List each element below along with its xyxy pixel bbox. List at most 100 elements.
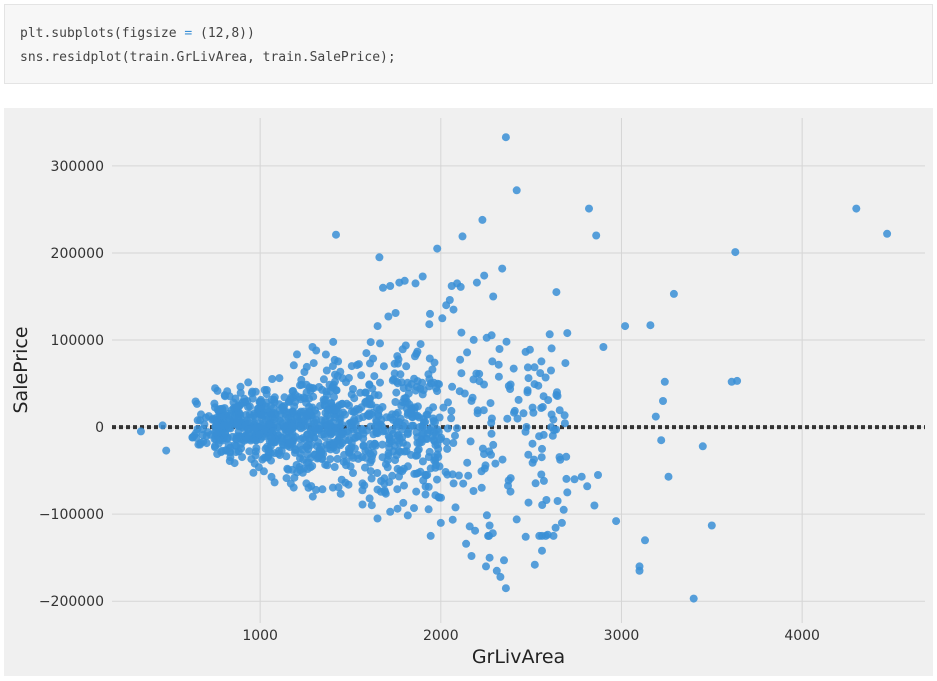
data-point bbox=[594, 471, 602, 479]
data-point bbox=[357, 371, 366, 380]
data-point bbox=[432, 384, 441, 393]
data-point bbox=[415, 438, 424, 447]
data-point bbox=[852, 204, 861, 213]
data-point bbox=[342, 461, 350, 470]
data-point bbox=[480, 271, 489, 280]
data-point bbox=[330, 463, 339, 471]
code-line-2: sns.residplot(train.GrLivArea, train.Sal… bbox=[20, 50, 396, 65]
data-point bbox=[293, 350, 301, 359]
data-point bbox=[245, 402, 254, 411]
data-point bbox=[560, 419, 569, 428]
data-point bbox=[365, 400, 374, 409]
data-point bbox=[266, 409, 275, 417]
data-point bbox=[302, 479, 311, 488]
data-point bbox=[350, 417, 359, 426]
data-point bbox=[275, 406, 284, 415]
data-point bbox=[303, 430, 312, 439]
data-point bbox=[355, 405, 363, 414]
data-point bbox=[336, 489, 345, 498]
data-point bbox=[733, 376, 742, 385]
data-point bbox=[362, 349, 371, 358]
x-tick-label: 4000 bbox=[784, 628, 820, 644]
data-point bbox=[344, 374, 353, 382]
data-point bbox=[221, 429, 230, 438]
y-tick-label: −100000 bbox=[39, 507, 104, 523]
data-point bbox=[416, 340, 425, 349]
data-point bbox=[563, 488, 572, 497]
data-point bbox=[612, 517, 621, 526]
data-point bbox=[311, 424, 320, 433]
data-point bbox=[377, 487, 385, 496]
data-point bbox=[365, 409, 374, 418]
data-point bbox=[366, 338, 375, 347]
data-point bbox=[258, 455, 267, 464]
data-point bbox=[331, 427, 340, 435]
data-point bbox=[424, 505, 433, 514]
data-point bbox=[370, 372, 379, 381]
data-point bbox=[337, 420, 346, 429]
data-point bbox=[415, 413, 424, 422]
data-point bbox=[469, 487, 478, 495]
data-point bbox=[399, 421, 408, 430]
data-point bbox=[215, 405, 224, 414]
data-point bbox=[252, 444, 261, 453]
data-point bbox=[400, 481, 408, 490]
data-point bbox=[488, 529, 497, 538]
data-point bbox=[592, 231, 601, 240]
data-point bbox=[512, 186, 521, 195]
data-point bbox=[480, 450, 488, 459]
data-point bbox=[255, 430, 264, 439]
data-point bbox=[463, 458, 472, 467]
data-point bbox=[378, 440, 387, 449]
data-point bbox=[537, 453, 546, 462]
data-point bbox=[561, 359, 570, 368]
data-point bbox=[326, 455, 335, 464]
data-point bbox=[224, 441, 233, 449]
data-point bbox=[312, 485, 320, 494]
data-point bbox=[539, 476, 548, 485]
code-cell[interactable]: plt.subplots(figsize = (12,8)) sns.resid… bbox=[4, 4, 933, 84]
data-point bbox=[373, 469, 382, 477]
data-point bbox=[376, 378, 384, 387]
data-point bbox=[464, 471, 473, 480]
data-point bbox=[244, 378, 253, 387]
data-point bbox=[430, 456, 439, 465]
data-point bbox=[275, 374, 284, 383]
data-point bbox=[347, 438, 356, 447]
data-point bbox=[391, 398, 400, 406]
data-point bbox=[337, 475, 346, 484]
data-point bbox=[388, 471, 397, 480]
data-point bbox=[233, 421, 242, 430]
data-point bbox=[489, 292, 498, 301]
data-point bbox=[494, 360, 503, 369]
data-point bbox=[344, 428, 353, 437]
data-point bbox=[519, 409, 528, 418]
data-point bbox=[394, 430, 403, 439]
data-point bbox=[411, 279, 420, 288]
data-point bbox=[358, 479, 367, 488]
data-point bbox=[315, 447, 324, 456]
data-point bbox=[482, 562, 490, 571]
data-point bbox=[659, 397, 667, 405]
axis-ticks: 1000 2000 3000 4000 300000 200000 100000 0 −1000… bbox=[39, 159, 820, 644]
data-point bbox=[366, 458, 375, 467]
data-point bbox=[510, 408, 518, 417]
data-point bbox=[278, 437, 287, 446]
data-point bbox=[350, 394, 359, 403]
data-point bbox=[421, 490, 430, 499]
data-point bbox=[236, 388, 245, 397]
data-point bbox=[669, 289, 678, 298]
data-point bbox=[425, 320, 434, 329]
data-point bbox=[651, 412, 660, 421]
data-point bbox=[245, 447, 254, 456]
data-point bbox=[657, 436, 666, 445]
data-point bbox=[419, 476, 428, 485]
data-point bbox=[467, 552, 476, 560]
data-point bbox=[489, 440, 498, 449]
data-point bbox=[282, 474, 291, 483]
x-axis-label: GrLivArea bbox=[472, 646, 565, 668]
data-point bbox=[514, 395, 523, 404]
data-point bbox=[502, 337, 511, 346]
data-point bbox=[298, 445, 307, 454]
x-tick-label: 3000 bbox=[604, 628, 640, 644]
